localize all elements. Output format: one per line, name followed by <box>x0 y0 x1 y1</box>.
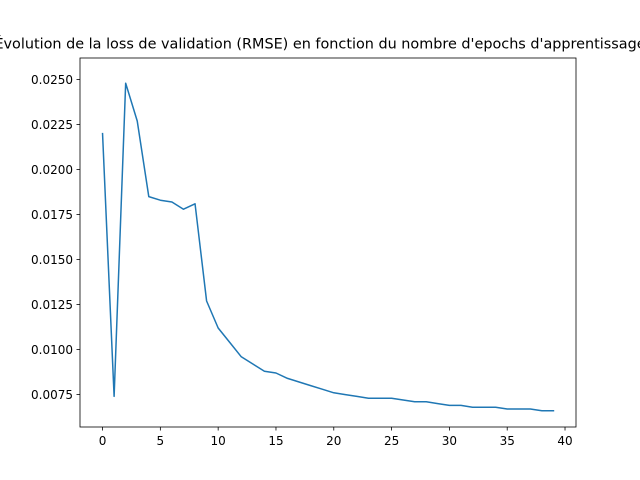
y-tick-label: 0.0225 <box>31 118 73 132</box>
y-tick-label: 0.0075 <box>31 388 73 402</box>
series-layer <box>101 82 555 412</box>
x-axis: 0 5 10 15 20 25 30 35 40 <box>99 427 573 448</box>
plot-area <box>80 58 576 427</box>
x-tick-label: 30 <box>442 434 457 448</box>
x-tick-label: 0 <box>99 434 107 448</box>
x-tick-label: 10 <box>211 434 226 448</box>
y-tick-label: 0.0100 <box>31 343 73 357</box>
x-tick-label: 35 <box>500 434 515 448</box>
plot-background <box>80 58 576 427</box>
y-axis: 0.0075 0.0100 0.0125 0.0150 0.0175 0.0200 0.02… <box>31 73 80 402</box>
y-tick-label: 0.0150 <box>31 253 73 267</box>
axes-frame <box>79 57 577 428</box>
y-tick-label: 0.0200 <box>31 163 73 177</box>
y-tick-label: 0.0250 <box>31 73 73 87</box>
x-tick-label: 5 <box>157 434 165 448</box>
x-tick-label: 40 <box>557 434 572 448</box>
chart-title: Évolution de la loss de validation (RMSE… <box>0 36 640 53</box>
x-tick-label: 25 <box>384 434 399 448</box>
series-line-0 <box>101 82 555 412</box>
axes-spines <box>79 57 577 428</box>
y-tick-label: 0.0175 <box>31 208 73 222</box>
x-tick-label: 15 <box>268 434 283 448</box>
x-tick-label: 20 <box>326 434 341 448</box>
y-tick-label: 0.0125 <box>31 298 73 312</box>
